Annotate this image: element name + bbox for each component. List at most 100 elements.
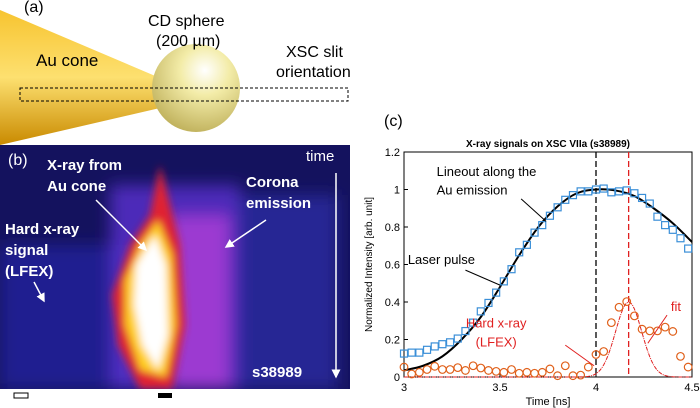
hard-xray-data-point xyxy=(399,362,409,372)
x-tick-label: 4 xyxy=(593,382,599,394)
cd-sphere-label: CD sphere xyxy=(148,13,225,30)
hard-xray-data-point xyxy=(445,365,455,374)
xsc-orientation-label: orientation xyxy=(276,64,351,81)
y-tick-label: 0.6 xyxy=(385,260,400,272)
au-emission-data-point xyxy=(515,248,524,257)
y-axis-label: Normalized Intensity [arb. unit] xyxy=(364,197,375,332)
x-axis-label: Time [ns] xyxy=(526,396,571,408)
au-emission-data-point xyxy=(538,221,547,230)
au-emission-data-point xyxy=(561,195,570,204)
hard-xray-data-point xyxy=(514,368,524,378)
corona-label-1: Corona xyxy=(246,174,299,191)
au-emission-data-point xyxy=(476,307,485,316)
hard-xray-data-point xyxy=(468,361,478,371)
lineout-annotation-2: Au emission xyxy=(437,183,508,198)
hard-xray-arrow xyxy=(33,281,45,303)
hard-xray-data-point xyxy=(606,318,616,328)
panel-b-streak-image xyxy=(0,145,350,389)
au-emission-data-point xyxy=(591,185,601,194)
au-emission-data-point xyxy=(499,277,508,286)
au-emission-data-point xyxy=(661,221,670,230)
hard-xray-data-point xyxy=(437,365,447,374)
au-emission-data-point xyxy=(461,326,470,336)
au-emission-data-point xyxy=(684,244,693,253)
hard-xray-data-point xyxy=(660,322,670,332)
panel-a-schematic xyxy=(0,10,349,145)
hard-xray-data-point xyxy=(530,368,539,378)
au-emission-data-point xyxy=(438,340,447,349)
hard-xray-data-point xyxy=(645,326,655,336)
au-emission-data-point xyxy=(530,228,539,237)
xray-au-cone-label-2: Au cone xyxy=(47,178,107,195)
y-tick-label: 0.4 xyxy=(385,297,400,309)
au-emission-data-point xyxy=(653,212,662,221)
laser-pulse-annotation: Laser pulse xyxy=(408,252,475,267)
au-emission-data-point xyxy=(668,225,677,234)
lineout-pointer xyxy=(520,198,547,222)
y-tick-label: 0.8 xyxy=(385,222,400,234)
hard-xray-annotation-2: (LFEX) xyxy=(476,334,517,349)
au-emission-data-point xyxy=(453,334,462,343)
y-tick-label: 0.2 xyxy=(385,335,400,347)
au-emission-data-point xyxy=(568,191,578,200)
au-emission-data-point xyxy=(522,240,531,249)
corona-label-2: emission xyxy=(246,195,312,212)
hard-xray-pointer xyxy=(564,344,595,367)
x-tick-label: 4.5 xyxy=(684,382,699,394)
au-emission-data-point xyxy=(469,318,478,327)
hard-xray-data-point xyxy=(537,367,547,377)
hard-xray-data-point xyxy=(668,327,678,336)
au-emission-data-point xyxy=(545,211,555,220)
fit-curve xyxy=(404,301,692,378)
hard-xray-data-point xyxy=(461,366,470,375)
hard-xray-data-point xyxy=(683,362,693,372)
hard-xray-data-point xyxy=(591,350,601,359)
hard-xray-data-point xyxy=(622,297,632,307)
au-emission-data-point xyxy=(630,189,639,198)
x-tick-label: 3 xyxy=(401,382,407,394)
xsc-slit-label: XSC slit xyxy=(286,44,343,61)
y-tick-label: 1.2 xyxy=(385,147,400,159)
hard-xray-data-point xyxy=(499,367,509,377)
hard-xray-data-point xyxy=(522,367,532,377)
au-emission-data-point xyxy=(422,345,432,354)
fit-annotation: fit xyxy=(671,299,682,314)
au-emission-data-point xyxy=(492,288,501,297)
hard-xray-data-point xyxy=(422,365,432,374)
hard-xray-data-point xyxy=(630,311,639,321)
au-emission-data-point xyxy=(415,348,424,357)
hard-xray-data-point xyxy=(553,371,563,381)
hard-xray-data-point xyxy=(599,347,609,356)
lineout-annotation-1: Lineout along the xyxy=(437,164,537,179)
xray-arrow xyxy=(95,199,148,252)
au-emission-data-point xyxy=(430,342,439,351)
hard-xray-data-point xyxy=(484,366,493,375)
hard-xray-data-point xyxy=(476,363,486,373)
hard-xray-data-point xyxy=(507,365,516,374)
au-emission-data-point xyxy=(445,338,455,347)
hard-xray-data-point xyxy=(653,326,662,336)
hard-xray-label-3: (LFEX) xyxy=(5,263,54,280)
au-emission-data-point xyxy=(607,188,616,197)
au-emission-data-point xyxy=(576,187,585,196)
au-emission-data-point xyxy=(599,184,608,193)
xsc-slit-outline xyxy=(19,87,349,102)
hard-xray-label-2: signal xyxy=(5,242,49,259)
au-emission-data-point xyxy=(614,187,624,196)
hard-xray-data-point xyxy=(560,361,570,371)
au-emission-data-point xyxy=(484,298,493,308)
au-emission-data-point xyxy=(553,203,562,212)
time-label: time xyxy=(306,148,335,165)
hard-xray-data-point xyxy=(576,370,586,380)
hard-xray-data-point xyxy=(491,366,501,376)
au-emission-data-point xyxy=(407,348,416,357)
hard-xray-data-point xyxy=(583,362,593,372)
au-emission-data-point xyxy=(622,186,631,195)
hard-xray-data-point xyxy=(545,364,555,374)
y-tick-label: 0 xyxy=(394,372,400,384)
laser-pulse-curve xyxy=(403,188,693,372)
au-emission-data-point xyxy=(507,265,516,274)
panel-c-label: (c) xyxy=(384,113,403,130)
panel-b-arrows xyxy=(13,173,341,399)
